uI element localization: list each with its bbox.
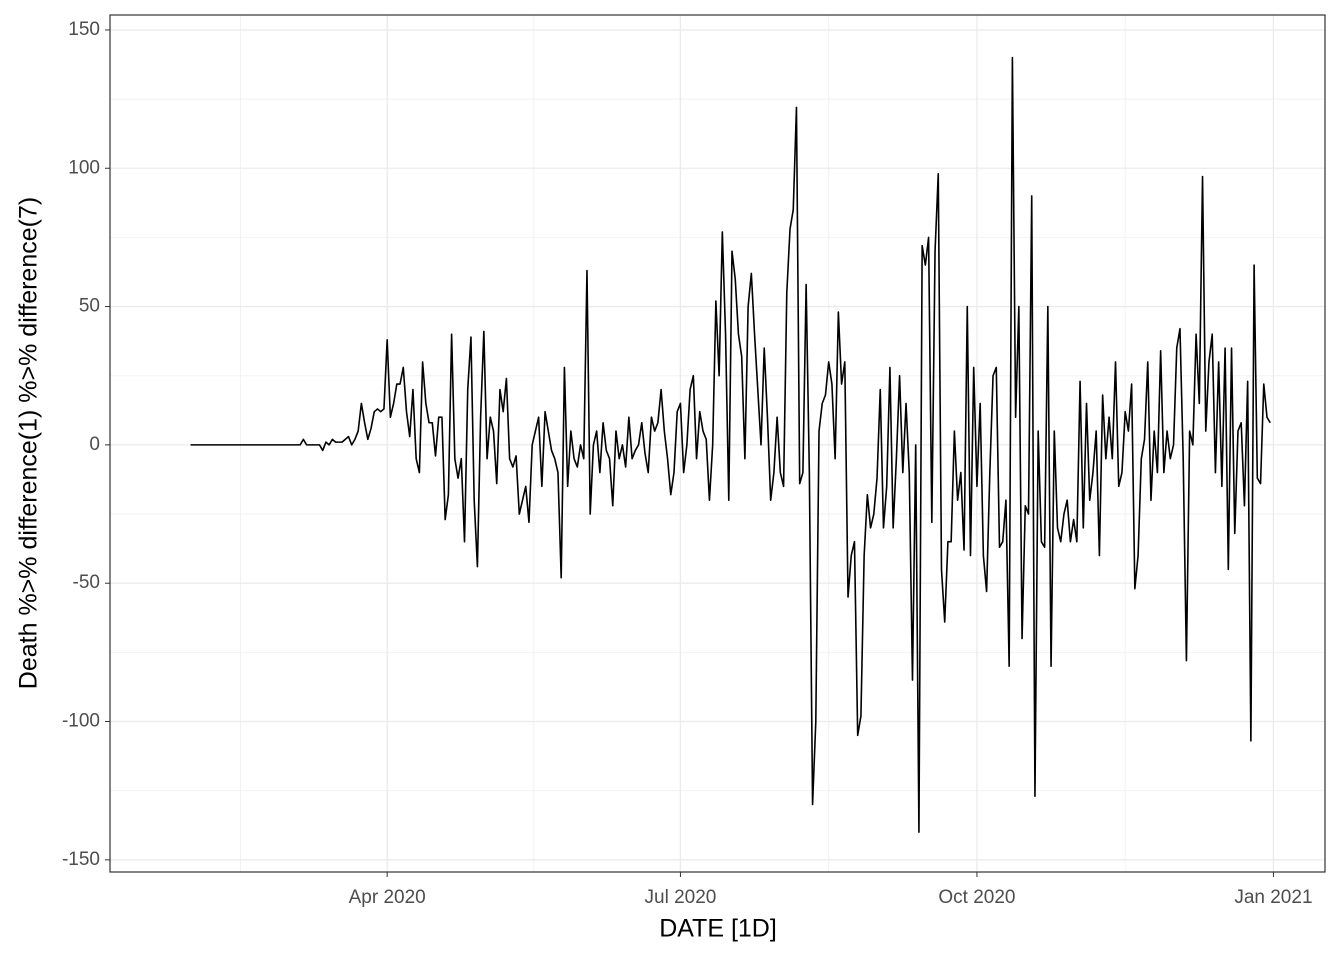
y-tick-label: -150 [62, 849, 100, 870]
y-tick-label: 50 [79, 296, 100, 317]
y-tick-label: 150 [68, 19, 100, 40]
y-tick-label: -50 [73, 572, 100, 593]
y-tick-label: -100 [62, 711, 100, 732]
y-axis-title: Death %>% difference(1) %>% difference(7… [15, 197, 43, 689]
y-tick-label: 0 [89, 434, 100, 455]
y-tick-label: 100 [68, 157, 100, 178]
x-tick-label: Jan 2021 [1234, 887, 1312, 908]
panel-border [109, 14, 1326, 873]
x-tick-label: Oct 2020 [938, 887, 1015, 908]
data-line [190, 56, 1271, 833]
x-tick-label: Jul 2020 [645, 887, 717, 908]
x-axis-title: DATE [1D] [659, 915, 777, 943]
x-tick-label: Apr 2020 [349, 887, 426, 908]
